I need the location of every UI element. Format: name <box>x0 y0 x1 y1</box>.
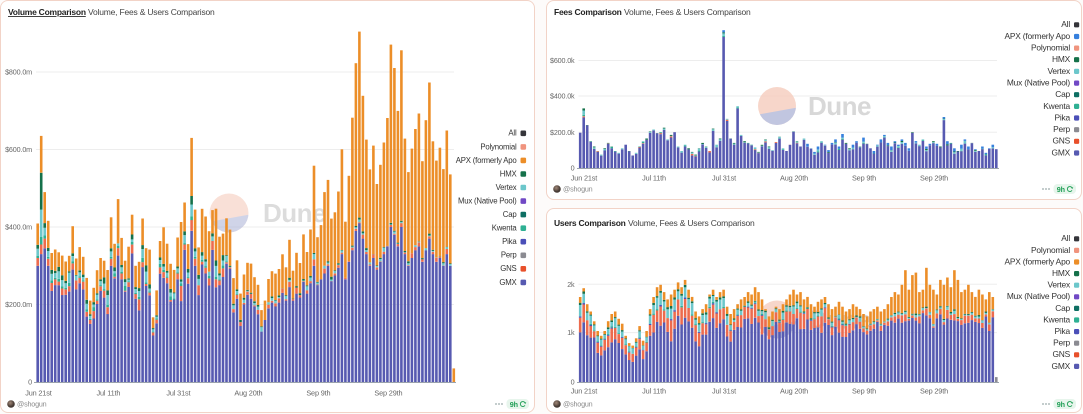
svg-text:HMX: HMX <box>1052 268 1071 278</box>
svg-text:Aug 20th: Aug 20th <box>780 387 808 396</box>
svg-text:Pika: Pika <box>1055 326 1071 336</box>
svg-text:Kwenta: Kwenta <box>1043 314 1070 324</box>
svg-text:Polynomial: Polynomial <box>1031 245 1070 255</box>
svg-text:Perp: Perp <box>1053 338 1070 348</box>
svg-text:Sep 9th: Sep 9th <box>306 389 330 398</box>
svg-text:Volume Comparison: Volume Comparison <box>8 7 86 17</box>
svg-text:Sep 9th: Sep 9th <box>852 174 876 183</box>
svg-text:Perp: Perp <box>501 251 518 260</box>
svg-text:Mux (Native Pool): Mux (Native Pool) <box>1007 78 1071 88</box>
svg-text:Pika: Pika <box>1055 112 1071 122</box>
svg-text:9h: 9h <box>510 400 518 409</box>
svg-text:GNS: GNS <box>1052 136 1070 146</box>
svg-text:GMX: GMX <box>499 278 517 287</box>
svg-text:Aug 20th: Aug 20th <box>234 389 262 398</box>
svg-text:0: 0 <box>571 164 575 173</box>
svg-text:Sep 9th: Sep 9th <box>852 387 876 396</box>
svg-text:GNS: GNS <box>500 264 516 273</box>
svg-text:Dune: Dune <box>263 198 326 228</box>
svg-text:APX (formerly Apo: APX (formerly Apo <box>456 156 518 165</box>
svg-text:Sep 29th: Sep 29th <box>920 174 948 183</box>
svg-text:$600.0m: $600.0m <box>5 145 32 154</box>
svg-text:Kwenta: Kwenta <box>1043 101 1070 111</box>
svg-text:0: 0 <box>571 378 575 387</box>
svg-text:Volume, Fees & Users Compariso: Volume, Fees & Users Comparison <box>88 7 215 17</box>
svg-text:All: All <box>1061 19 1070 29</box>
svg-text:Vertex: Vertex <box>496 183 517 192</box>
svg-text:Polynomial: Polynomial <box>480 142 517 151</box>
svg-text:$200.0m: $200.0m <box>5 300 32 309</box>
svg-text:Volume, Fees & Users Compariso: Volume, Fees & Users Comparison <box>628 218 755 228</box>
svg-text:Pika: Pika <box>502 237 517 246</box>
svg-text:Cap: Cap <box>1055 303 1070 313</box>
svg-text:Jul 11th: Jul 11th <box>96 389 120 398</box>
svg-text:Jul 31st: Jul 31st <box>712 387 736 396</box>
svg-text:All: All <box>1061 233 1070 243</box>
svg-text:2k: 2k <box>567 280 575 289</box>
svg-text:@shogun: @shogun <box>17 400 47 409</box>
svg-text:Perp: Perp <box>1053 124 1070 134</box>
svg-text:Vertex: Vertex <box>1047 66 1071 76</box>
svg-text:All: All <box>508 129 517 138</box>
svg-text:Jul 31st: Jul 31st <box>166 389 190 398</box>
svg-text:Mux (Native Pool): Mux (Native Pool) <box>458 197 517 206</box>
svg-text:0: 0 <box>28 378 32 387</box>
svg-text:Sep 29th: Sep 29th <box>920 387 948 396</box>
svg-text:Jun 21st: Jun 21st <box>571 174 598 183</box>
svg-text:Volume, Fees & Users Compariso: Volume, Fees & Users Comparison <box>624 7 751 17</box>
svg-text:GNS: GNS <box>1052 349 1070 359</box>
svg-text:GMX: GMX <box>1052 361 1071 371</box>
svg-text:9h: 9h <box>1057 185 1065 194</box>
svg-text:Aug 20th: Aug 20th <box>780 174 808 183</box>
svg-text:$800.0m: $800.0m <box>5 68 32 77</box>
svg-text:Polynomial: Polynomial <box>1031 43 1070 53</box>
svg-text:Sep 29th: Sep 29th <box>374 389 402 398</box>
svg-text:Kwenta: Kwenta <box>492 224 518 233</box>
svg-text:GMX: GMX <box>1052 147 1071 157</box>
svg-text:Jun 21st: Jun 21st <box>571 387 598 396</box>
svg-text:Vertex: Vertex <box>1047 280 1071 290</box>
svg-text:Cap: Cap <box>503 210 518 219</box>
svg-text:APX (formerly Apo: APX (formerly Apo <box>1005 31 1071 41</box>
svg-text:9h: 9h <box>1057 400 1065 409</box>
svg-text:@shogun: @shogun <box>563 400 593 409</box>
svg-text:Users Comparison: Users Comparison <box>554 218 626 228</box>
svg-text:HMX: HMX <box>500 169 518 178</box>
svg-text:Cap: Cap <box>1055 89 1070 99</box>
svg-text:1k: 1k <box>567 328 575 337</box>
svg-text:Dune: Dune <box>808 91 871 121</box>
svg-text:Jul 11th: Jul 11th <box>642 387 666 396</box>
svg-text:Mux (Native Pool): Mux (Native Pool) <box>1007 291 1071 301</box>
svg-text:@shogun: @shogun <box>563 185 593 194</box>
svg-text:Jul 31st: Jul 31st <box>712 174 736 183</box>
svg-text:APX (formerly Apo: APX (formerly Apo <box>1005 256 1071 266</box>
svg-text:Jul 11th: Jul 11th <box>642 174 666 183</box>
svg-text:$400.0k: $400.0k <box>550 92 575 101</box>
svg-text:$600.0k: $600.0k <box>550 56 575 65</box>
svg-text:Jun 21st: Jun 21st <box>25 389 52 398</box>
svg-text:HMX: HMX <box>1052 54 1071 64</box>
svg-text:$400.0m: $400.0m <box>5 223 32 232</box>
svg-text:$200.0k: $200.0k <box>550 128 575 137</box>
svg-text:Fees Comparison: Fees Comparison <box>554 7 622 17</box>
